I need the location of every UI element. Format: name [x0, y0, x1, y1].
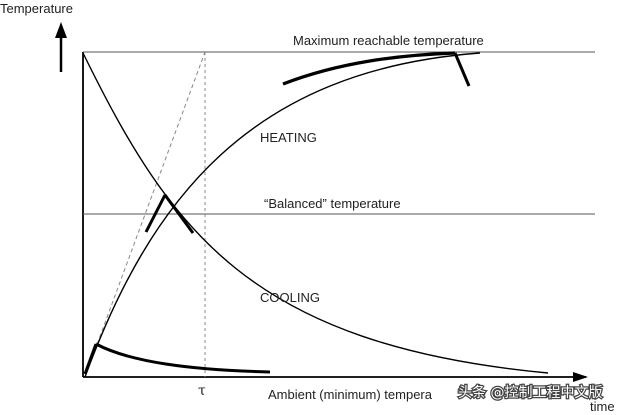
y-axis-arrowhead	[55, 22, 67, 38]
heating-tangent-dashed	[84, 51, 206, 378]
x-axis-label: time	[590, 399, 615, 414]
y-axis-label: Temperature	[0, 1, 73, 16]
balance-tick-left	[144, 194, 167, 233]
ambient-label: Ambient (minimum) tempera	[268, 387, 433, 402]
balanced-temp-label: “Balanced” temperature	[264, 196, 401, 211]
max-temp-label: Maximum reachable temperature	[293, 33, 484, 48]
initial-rise-segment	[83, 343, 98, 375]
heating-label: HEATING	[260, 130, 317, 145]
x-axis-arrowhead	[573, 372, 588, 382]
watermark-text: 头条 @控制工程中文版	[458, 384, 602, 401]
heating-curve-thick-segment	[282, 51, 456, 86]
balance-tick-right	[163, 194, 195, 234]
cooling-curve	[82, 52, 549, 374]
initial-cooling-segment	[95, 342, 271, 374]
cooling-label: COOLING	[260, 290, 320, 305]
heating-curve	[84, 52, 481, 378]
tau-label: τ	[198, 383, 206, 399]
heating-curve-tick	[453, 52, 471, 87]
